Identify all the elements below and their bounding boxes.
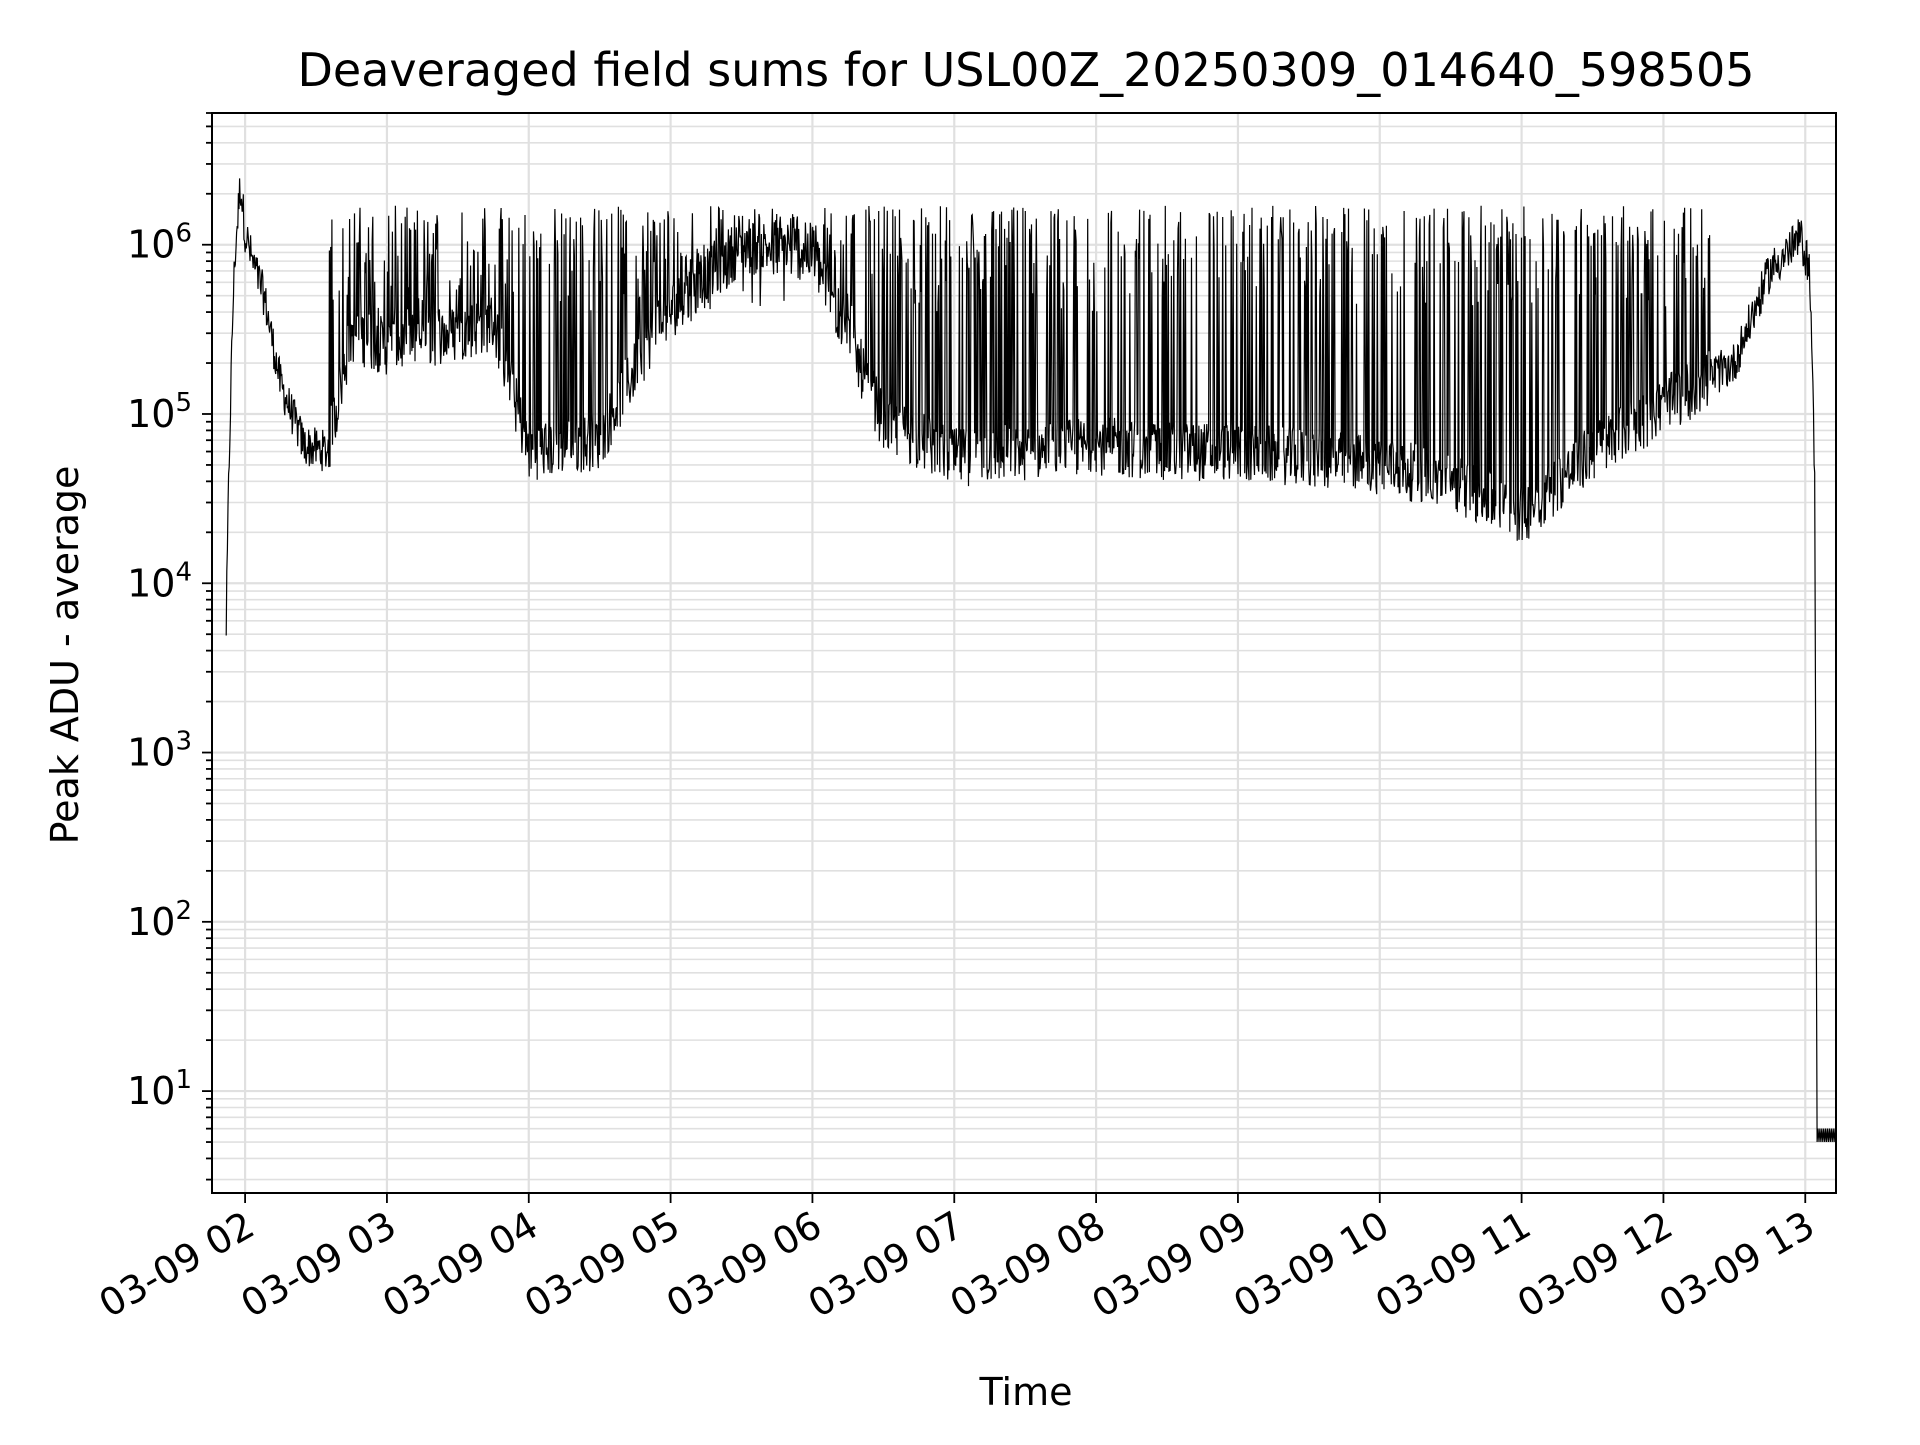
x-tick-label: 03-09 11 <box>1368 1203 1538 1327</box>
x-tick-label: 03-09 12 <box>1510 1203 1680 1327</box>
x-tick-label: 03-09 02 <box>92 1203 262 1327</box>
plot-frame <box>211 112 1837 1194</box>
x-tick-label: 03-09 03 <box>233 1203 403 1327</box>
y-axis-label: Peak ADU - average <box>43 466 87 845</box>
plot-area-border <box>211 112 1837 1194</box>
y-tick-label: 102 <box>127 896 192 944</box>
series-path <box>225 178 1836 1143</box>
x-tick-label: 03-09 04 <box>375 1203 545 1327</box>
y-tick-label: 103 <box>127 727 192 775</box>
x-tick-label: 03-09 13 <box>1652 1203 1822 1327</box>
x-tick-label: 03-09 05 <box>517 1203 687 1327</box>
x-tick-label: 03-09 07 <box>801 1203 971 1327</box>
y-tick-label: 105 <box>127 388 192 436</box>
y-tick-label: 101 <box>127 1065 192 1113</box>
x-axis-label: Time <box>979 1370 1073 1414</box>
y-tick-label: 106 <box>127 219 192 267</box>
x-tick-label: 03-09 06 <box>659 1203 829 1327</box>
x-tick-label: 03-09 10 <box>1226 1203 1396 1327</box>
y-tick-label: 104 <box>127 557 192 605</box>
grid <box>212 112 1836 1193</box>
x-tick-label: 03-09 08 <box>943 1203 1113 1327</box>
series-line <box>225 178 1836 1143</box>
x-tick-label: 03-09 09 <box>1084 1203 1254 1327</box>
chart-title: Deaveraged field sums for USL00Z_2025030… <box>298 43 1755 97</box>
